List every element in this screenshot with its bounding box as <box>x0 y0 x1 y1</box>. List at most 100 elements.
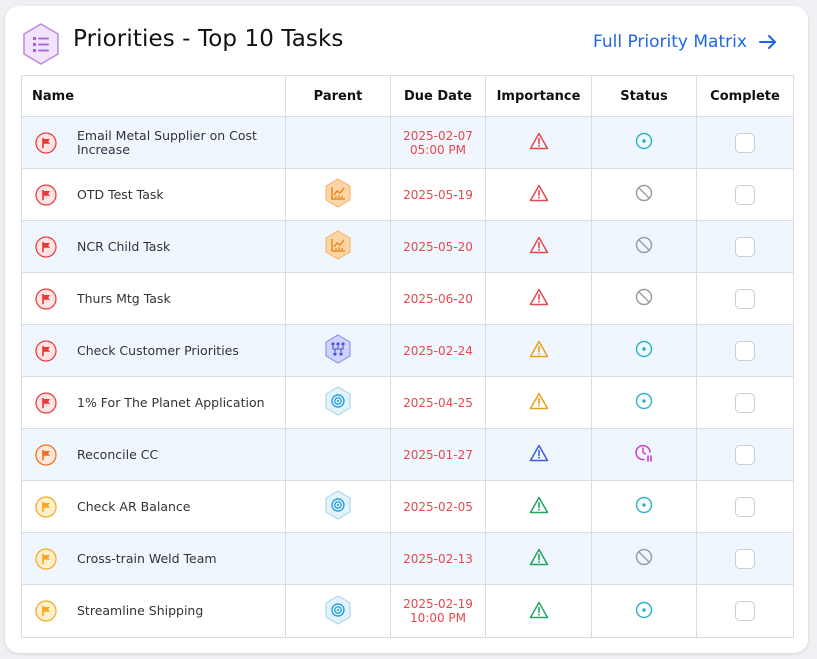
flag-yellow-icon <box>35 600 57 622</box>
importance-warning-icon[interactable] <box>529 184 549 205</box>
task-name[interactable]: Reconcile CC <box>77 446 159 462</box>
importance-warning-icon[interactable] <box>529 496 549 517</box>
column-header-importance[interactable]: Importance <box>485 75 592 117</box>
table-row[interactable]: OTD Test Task 2025-05-19 <box>21 168 794 221</box>
task-name-cell: Check Customer Priorities <box>21 324 286 377</box>
parent-chart-icon[interactable] <box>324 178 352 211</box>
status-open-icon[interactable] <box>635 392 653 413</box>
complete-cell <box>696 272 794 325</box>
complete-checkbox[interactable] <box>735 132 755 153</box>
parent-cell <box>285 376 391 429</box>
status-cell <box>591 324 697 377</box>
task-name[interactable]: OTD Test Task <box>77 186 164 202</box>
importance-warning-icon[interactable] <box>529 288 549 309</box>
complete-checkbox[interactable] <box>735 444 755 465</box>
column-header-parent[interactable]: Parent <box>285 75 391 117</box>
importance-warning-icon[interactable] <box>529 392 549 413</box>
task-name[interactable]: Cross-train Weld Team <box>77 550 217 566</box>
complete-checkbox[interactable] <box>735 392 755 413</box>
complete-cell <box>696 220 794 273</box>
table-row[interactable]: Email Metal Supplier on Cost Increase 202… <box>21 116 794 169</box>
due-date-cell: 2025-06-20 <box>390 272 486 325</box>
importance-warning-icon[interactable] <box>529 132 549 153</box>
table-row[interactable]: Streamline Shipping 2025-02-19 10:00 PM <box>21 584 794 638</box>
table-row[interactable]: Reconcile CC 2025-01-27 <box>21 428 794 481</box>
importance-warning-icon[interactable] <box>529 444 549 465</box>
flag-yellow-icon <box>35 495 57 518</box>
task-name[interactable]: 1% For The Planet Application <box>77 394 265 410</box>
flag-red-icon <box>35 391 57 414</box>
complete-checkbox[interactable] <box>735 184 755 205</box>
parent-cell <box>285 428 391 481</box>
complete-cell <box>696 324 794 377</box>
complete-checkbox[interactable] <box>735 548 755 569</box>
status-blocked-icon[interactable] <box>635 288 653 309</box>
parent-target-icon[interactable] <box>324 386 352 419</box>
flag-red-icon <box>35 339 57 362</box>
status-open-icon[interactable] <box>635 496 653 517</box>
table-row[interactable]: Check AR Balance 2025-02-05 <box>21 480 794 533</box>
task-name-cell: Check AR Balance <box>21 480 286 533</box>
table-row[interactable]: 1% For The Planet Application 2025-04-25 <box>21 376 794 429</box>
importance-warning-icon[interactable] <box>529 601 549 622</box>
task-name[interactable]: Thurs Mtg Task <box>77 290 171 306</box>
status-overdue-icon[interactable] <box>634 443 654 466</box>
complete-checkbox[interactable] <box>735 340 755 361</box>
status-blocked-icon[interactable] <box>635 236 653 257</box>
status-blocked-icon[interactable] <box>635 548 653 569</box>
complete-checkbox[interactable] <box>735 496 755 517</box>
status-cell <box>591 116 697 169</box>
task-name[interactable]: Check AR Balance <box>77 498 191 514</box>
complete-cell <box>696 168 794 221</box>
task-name-cell: OTD Test Task <box>21 168 286 221</box>
parent-target-icon[interactable] <box>324 490 352 523</box>
parent-network-icon[interactable] <box>324 334 352 367</box>
column-header-status[interactable]: Status <box>591 75 697 117</box>
status-cell <box>591 220 697 273</box>
status-open-icon[interactable] <box>635 601 653 622</box>
flag-red-icon <box>35 131 57 154</box>
task-name-cell: 1% For The Planet Application <box>21 376 286 429</box>
complete-cell <box>696 480 794 533</box>
table-row[interactable]: Cross-train Weld Team 2025-02-13 <box>21 532 794 585</box>
importance-warning-icon[interactable] <box>529 340 549 361</box>
task-name-cell: Thurs Mtg Task <box>21 272 286 325</box>
table-row[interactable]: NCR Child Task 2025-05-20 <box>21 220 794 273</box>
complete-checkbox[interactable] <box>735 236 755 257</box>
status-open-icon[interactable] <box>635 340 653 361</box>
parent-cell <box>285 272 391 325</box>
complete-checkbox[interactable] <box>735 601 755 621</box>
complete-cell <box>696 376 794 429</box>
task-name[interactable]: Check Customer Priorities <box>77 342 239 358</box>
complete-checkbox[interactable] <box>735 288 755 309</box>
parent-chart-icon[interactable] <box>324 230 352 263</box>
task-name[interactable]: NCR Child Task <box>77 238 171 254</box>
table-row[interactable]: Check Customer Priorities 2025-02-24 <box>21 324 794 377</box>
parent-cell <box>285 168 391 221</box>
table-row[interactable]: Thurs Mtg Task 2025-06-20 <box>21 272 794 325</box>
importance-warning-icon[interactable] <box>529 236 549 257</box>
due-date-cell: 2025-02-24 <box>390 324 486 377</box>
task-name-cell: Reconcile CC <box>21 428 286 481</box>
due-date-cell: 2025-02-13 <box>390 532 486 585</box>
status-blocked-icon[interactable] <box>635 184 653 205</box>
status-open-icon[interactable] <box>635 132 653 153</box>
status-cell <box>591 376 697 429</box>
full-priority-matrix-link[interactable]: Full Priority Matrix <box>593 32 777 52</box>
parent-target-icon[interactable] <box>324 594 352 628</box>
status-cell <box>591 428 697 481</box>
importance-cell <box>485 376 592 429</box>
flag-red-icon <box>35 287 57 310</box>
column-header-name[interactable]: Name <box>21 75 286 117</box>
importance-cell <box>485 532 592 585</box>
task-name[interactable]: Email Metal Supplier on Cost Increase <box>77 127 257 157</box>
task-name[interactable]: Streamline Shipping <box>77 603 204 618</box>
status-cell <box>591 272 697 325</box>
column-header-due-date[interactable]: Due Date <box>390 75 486 117</box>
column-header-complete[interactable]: Complete <box>696 75 794 117</box>
task-name-cell: Email Metal Supplier on Cost Increase <box>21 116 286 169</box>
complete-cell <box>696 116 794 169</box>
importance-warning-icon[interactable] <box>529 548 549 569</box>
status-cell <box>591 532 697 585</box>
importance-cell <box>485 168 592 221</box>
